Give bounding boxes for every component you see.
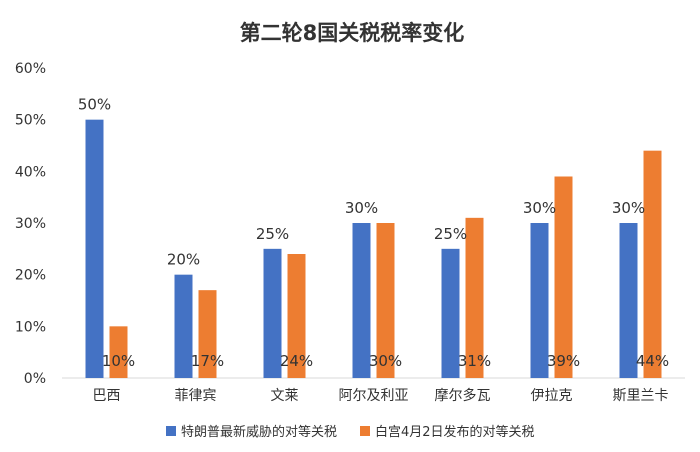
bar-series2 — [287, 254, 306, 378]
x-category-label: 摩尔多瓦 — [435, 387, 491, 404]
bar-series1 — [263, 248, 282, 378]
x-category-label: 文莱 — [271, 388, 299, 404]
bar-series2 — [643, 150, 662, 378]
data-label-series2: 31% — [458, 352, 491, 370]
x-category-label: 巴西 — [93, 388, 121, 404]
data-label-series2: 44% — [636, 352, 669, 370]
y-tick-label: 10% — [15, 319, 46, 335]
data-label-series1: 25% — [256, 225, 289, 243]
y-tick-label: 20% — [15, 268, 46, 284]
bar-series2 — [109, 326, 128, 378]
data-label-series2: 30% — [369, 352, 402, 370]
bar-series2 — [554, 176, 573, 378]
legend-swatch — [166, 426, 176, 436]
y-tick-label: 40% — [15, 164, 46, 180]
data-label-series1: 50% — [78, 96, 111, 114]
data-label-series2: 39% — [547, 352, 580, 370]
legend-label: 白宫4月2日发布的对等关税 — [375, 424, 535, 440]
bar-series1 — [174, 274, 193, 378]
x-category-label: 斯里兰卡 — [613, 388, 669, 404]
y-tick-label: 0% — [24, 371, 46, 387]
bar-series1 — [352, 223, 371, 378]
data-label-series1: 30% — [345, 199, 378, 217]
chart-title: 第二轮8国关税税率变化 — [240, 21, 465, 45]
data-label-series2: 10% — [102, 352, 135, 370]
data-labels: 50% 10% 20% 17% 25% 24% 30% 30% 25% 31% 30% 39% 30% 4… — [78, 96, 669, 370]
x-category-label: 菲律宾 — [175, 388, 217, 404]
x-category-label: 伊拉克 — [531, 388, 573, 404]
bar-series1 — [619, 223, 638, 378]
data-label-series2: 17% — [191, 352, 224, 370]
data-label-series2: 24% — [280, 352, 313, 370]
data-label-series1: 20% — [167, 251, 200, 269]
bar-series2 — [465, 217, 484, 378]
bar-series2 — [198, 290, 217, 378]
y-tick-label: 50% — [15, 113, 46, 129]
bar-series1 — [441, 248, 460, 378]
data-label-series1: 30% — [612, 199, 645, 217]
y-tick-label: 30% — [15, 216, 46, 232]
data-label-series1: 30% — [523, 199, 556, 217]
bar-series1 — [530, 223, 549, 378]
x-category-label: 阿尔及利亚 — [339, 388, 409, 404]
legend: 特朗普最新威胁的对等关税 白宫4月2日发布的对等关税 — [166, 424, 535, 440]
bar-series2 — [376, 223, 395, 378]
data-label-series1: 25% — [434, 225, 467, 243]
bars — [85, 119, 662, 379]
bar-series1 — [85, 119, 104, 379]
y-tick-label: 60% — [15, 61, 46, 77]
axes: 0% 10% 20% 30% 40% 50% 60% 巴西 菲律宾 文莱 阿尔及利亚 摩尔多瓦 伊拉克 斯… — [15, 61, 685, 404]
legend-label: 特朗普最新威胁的对等关税 — [181, 424, 337, 440]
legend-swatch — [360, 426, 370, 436]
